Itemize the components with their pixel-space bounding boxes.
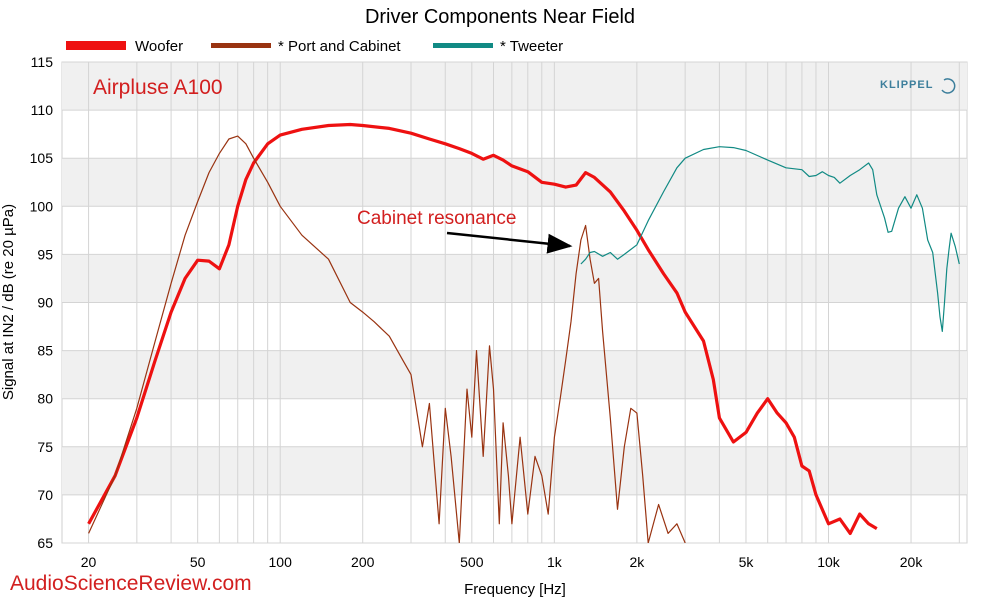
site-watermark: AudioScienceReview.com bbox=[10, 572, 252, 595]
legend-entry: * Port and Cabinet bbox=[278, 38, 401, 55]
series-line-1 bbox=[88, 135, 686, 543]
x-tick-label: 50 bbox=[190, 554, 206, 570]
klippel-logo-text: KLIPPEL bbox=[880, 79, 933, 91]
legend-swatch bbox=[211, 43, 271, 48]
annotation-label: Cabinet resonance bbox=[357, 208, 517, 229]
x-tick-label: 5k bbox=[739, 554, 755, 570]
y-axis-label: Signal at IN2 / dB (re 20 µPa) bbox=[0, 204, 17, 400]
series-line-2 bbox=[580, 146, 960, 332]
klippel-logo: KLIPPEL bbox=[880, 78, 956, 94]
x-axis-ticks: 20 50 100 200 500 1k 2k 5k 10k 20k bbox=[81, 554, 924, 570]
y-tick-label: 115 bbox=[31, 54, 54, 70]
brand-label: Airpluse A100 bbox=[93, 76, 223, 99]
grid-lines bbox=[62, 61, 967, 544]
y-tick-label: 95 bbox=[37, 246, 53, 262]
x-tick-label: 100 bbox=[269, 554, 293, 570]
legend-swatch bbox=[66, 41, 126, 50]
legend-swatch bbox=[433, 43, 493, 48]
y-tick-label: 80 bbox=[37, 391, 53, 407]
legend: Woofer * Port and Cabinet * Tweeter bbox=[66, 38, 563, 55]
x-tick-label: 20k bbox=[900, 554, 924, 570]
legend-entry: Woofer bbox=[135, 38, 183, 55]
klippel-logo-swoosh bbox=[941, 78, 956, 94]
x-tick-label: 1k bbox=[547, 554, 563, 570]
x-tick-label: 2k bbox=[629, 554, 645, 570]
y-axis-ticks: 65 70 75 80 85 90 95 100 105 110 115 bbox=[30, 54, 54, 551]
y-tick-label: 105 bbox=[30, 150, 54, 166]
chart-title: Driver Components Near Field bbox=[365, 6, 635, 28]
x-tick-label: 200 bbox=[351, 554, 375, 570]
y-tick-label: 65 bbox=[37, 535, 53, 551]
y-tick-label: 85 bbox=[37, 343, 53, 359]
x-tick-label: 20 bbox=[81, 554, 97, 570]
x-tick-label: 10k bbox=[817, 554, 841, 570]
annotation-arrow bbox=[446, 231, 573, 254]
y-tick-label: 90 bbox=[37, 295, 53, 311]
y-tick-label: 70 bbox=[37, 487, 53, 503]
legend-entry: * Tweeter bbox=[500, 38, 563, 55]
y-tick-label: 100 bbox=[30, 198, 54, 214]
x-tick-label: 500 bbox=[460, 554, 484, 570]
y-tick-label: 110 bbox=[31, 102, 54, 118]
series-lines bbox=[87, 122, 960, 543]
x-axis-label: Frequency [Hz] bbox=[464, 581, 566, 598]
series-line-0 bbox=[87, 122, 878, 535]
y-tick-label: 75 bbox=[37, 439, 53, 455]
